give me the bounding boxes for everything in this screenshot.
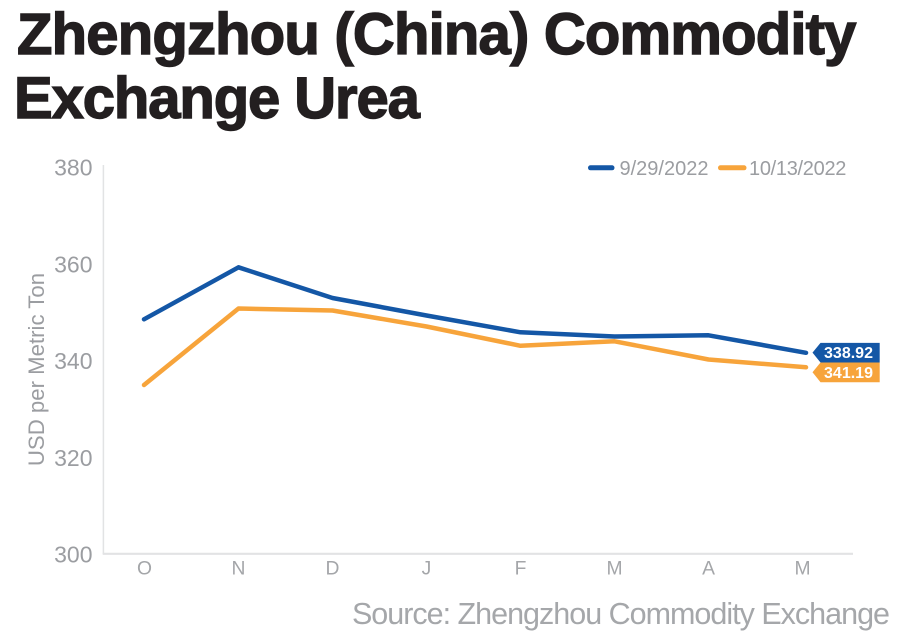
- svg-text:M: M: [606, 559, 622, 580]
- svg-text:320: 320: [54, 445, 92, 471]
- svg-text:300: 300: [54, 542, 92, 568]
- svg-text:338.92: 338.92: [824, 345, 873, 362]
- svg-text:D: D: [326, 559, 340, 580]
- svg-text:380: 380: [54, 155, 92, 181]
- svg-text:O: O: [137, 559, 152, 580]
- svg-text:Source: Zhengzhou Commodity Ex: Source: Zhengzhou Commodity Exchange: [352, 597, 889, 631]
- svg-text:360: 360: [54, 251, 92, 277]
- svg-text:9/29/2022: 9/29/2022: [620, 158, 709, 180]
- svg-text:N: N: [232, 559, 246, 580]
- svg-text:F: F: [515, 559, 527, 580]
- svg-text:J: J: [422, 559, 432, 580]
- svg-text:USD per Metric Ton: USD per Metric Ton: [24, 273, 49, 466]
- svg-text:341.19: 341.19: [824, 365, 873, 382]
- svg-text:M: M: [794, 559, 810, 580]
- svg-text:A: A: [702, 559, 715, 580]
- svg-text:10/13/2022: 10/13/2022: [749, 158, 846, 180]
- svg-text:340: 340: [54, 348, 92, 374]
